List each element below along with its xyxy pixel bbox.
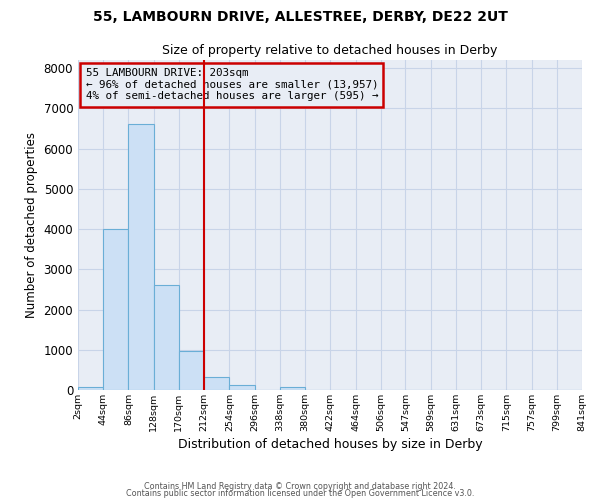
Text: Contains public sector information licensed under the Open Government Licence v3: Contains public sector information licen… — [126, 490, 474, 498]
Text: 55, LAMBOURN DRIVE, ALLESTREE, DERBY, DE22 2UT: 55, LAMBOURN DRIVE, ALLESTREE, DERBY, DE… — [92, 10, 508, 24]
Text: Contains HM Land Registry data © Crown copyright and database right 2024.: Contains HM Land Registry data © Crown c… — [144, 482, 456, 491]
Bar — [128, 124, 154, 390]
Bar — [204, 376, 229, 390]
X-axis label: Distribution of detached houses by size in Derby: Distribution of detached houses by size … — [178, 438, 482, 451]
Bar — [179, 351, 204, 390]
Bar — [229, 385, 254, 390]
Bar — [78, 387, 103, 390]
Bar — [280, 387, 305, 390]
Title: Size of property relative to detached houses in Derby: Size of property relative to detached ho… — [163, 44, 497, 58]
Y-axis label: Number of detached properties: Number of detached properties — [25, 132, 38, 318]
Bar — [103, 229, 128, 390]
Text: 55 LAMBOURN DRIVE: 203sqm
← 96% of detached houses are smaller (13,957)
4% of se: 55 LAMBOURN DRIVE: 203sqm ← 96% of detac… — [86, 68, 378, 102]
Bar — [154, 286, 179, 390]
